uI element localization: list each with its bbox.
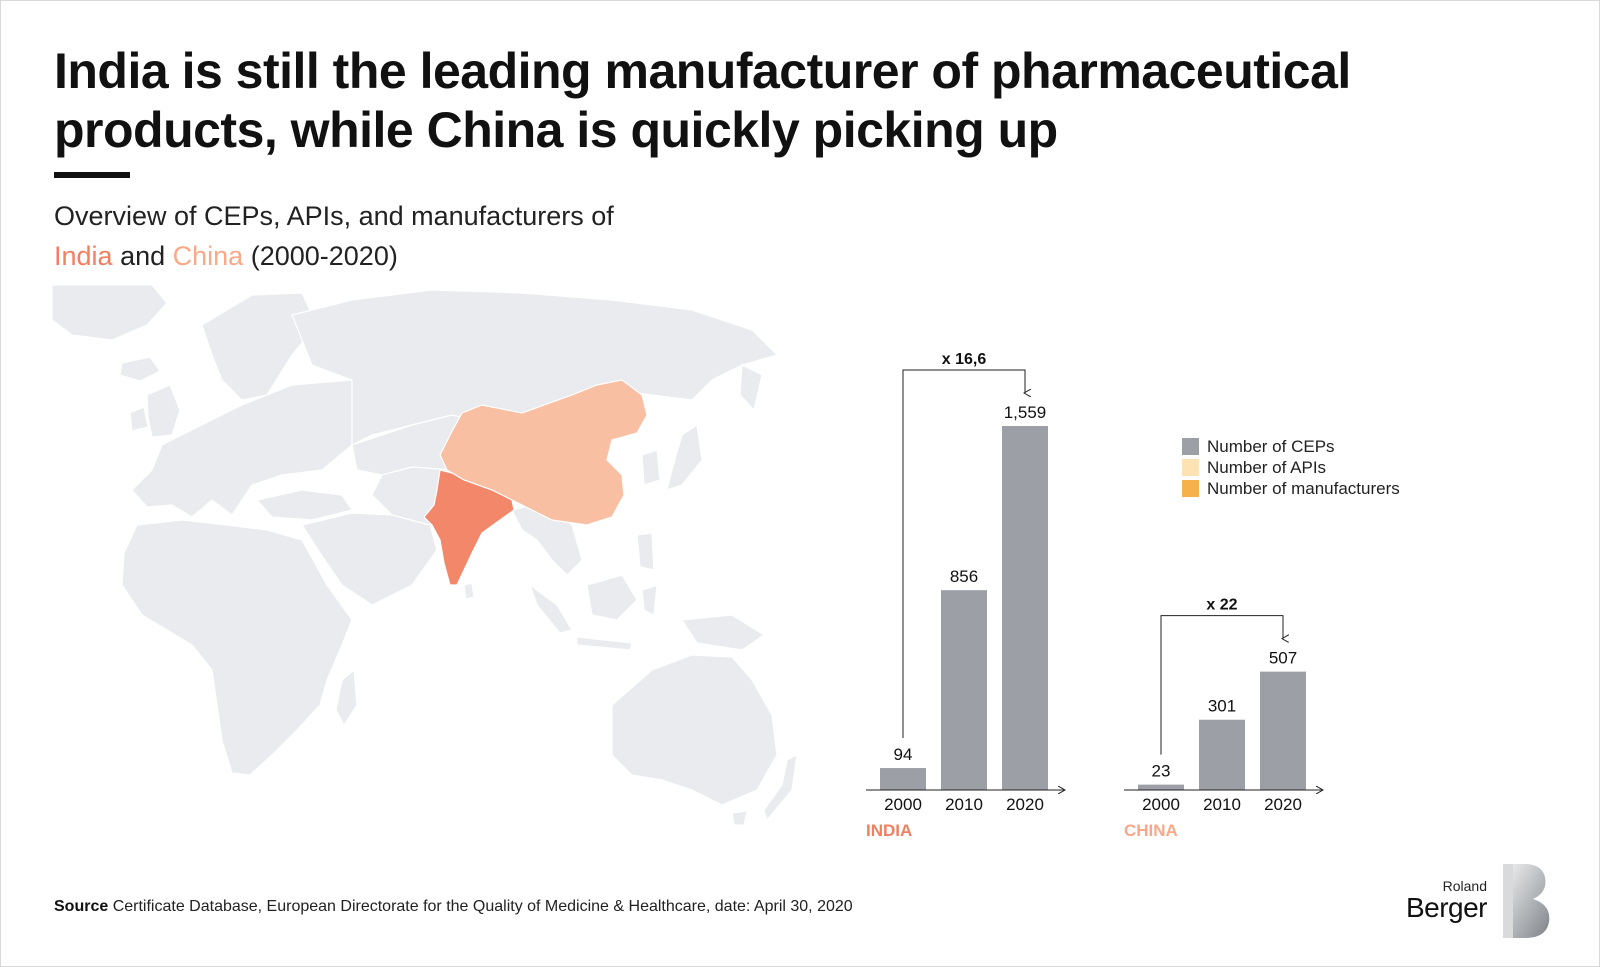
china-group-label: CHINA <box>1124 821 1178 840</box>
india-growth-label: x 16,6 <box>942 351 987 368</box>
map-land-new-guinea <box>680 614 766 651</box>
china-bar-2020 <box>1260 671 1306 790</box>
india-growth-bracket <box>902 369 1025 739</box>
source-text: Certificate Database, European Directora… <box>112 898 853 915</box>
roland-berger-logo: Roland Berger <box>1395 864 1555 946</box>
india-bar-2010 <box>941 590 987 790</box>
india-tick-label-2000: 2000 <box>884 795 922 814</box>
china-tick-label-2020: 2020 <box>1264 795 1302 814</box>
map-land-iceland <box>119 356 161 382</box>
china-tick-label-2010: 2010 <box>1203 795 1241 814</box>
legend-item-ceps: Number of CEPs <box>1182 436 1400 457</box>
map-land-kamchatka <box>739 364 763 412</box>
legend-item-apis: Number of APIs <box>1182 457 1400 478</box>
map-land-korea <box>641 449 661 486</box>
source-label: Source <box>54 898 109 915</box>
india-tick-label-2020: 2020 <box>1006 795 1044 814</box>
chart-legend: Number of CEPs Number of APIs Number of … <box>1182 436 1400 499</box>
logo-b-mark-icon <box>1503 864 1550 938</box>
map-land-scandinavia <box>201 292 318 401</box>
china-value-label-2000: 23 <box>1152 762 1171 781</box>
logo-text-berger: Berger <box>1405 892 1488 923</box>
logo-text-roland: Roland <box>1442 878 1487 894</box>
india-value-label-2010: 856 <box>950 567 978 586</box>
india-tick-label-2010: 2010 <box>945 795 983 814</box>
legend-swatch-manufacturers <box>1182 480 1199 497</box>
map-land-new-zealand <box>763 753 798 822</box>
world-map-svg <box>51 284 798 826</box>
legend-label-ceps: Number of CEPs <box>1207 436 1335 456</box>
india-group-label: INDIA <box>866 821 912 840</box>
map-land-japan <box>666 423 703 491</box>
title-line-1: India is still the leading manufacturer … <box>54 43 1351 99</box>
legend-label-manufacturers: Number of manufacturers <box>1207 478 1400 498</box>
map-land-russia <box>291 289 779 446</box>
map-land-europe <box>131 379 353 518</box>
legend-swatch-apis <box>1182 459 1199 476</box>
map-land-australia <box>611 654 778 806</box>
legend-item-manufacturers: Number of manufacturers <box>1182 478 1400 499</box>
legend-label-apis: Number of APIs <box>1207 457 1327 477</box>
map-land-java <box>576 636 633 651</box>
source-note: Source Certificate Database, European Di… <box>54 898 853 916</box>
india-bar-2000 <box>880 768 926 790</box>
title-line-2: products, while China is quickly picking… <box>54 102 1058 158</box>
map-land-sulawesi <box>641 584 658 616</box>
map-land-sumatra <box>528 583 573 634</box>
map-land-africa <box>121 519 353 776</box>
china-growth-label: x 22 <box>1206 597 1237 614</box>
subtitle-india: India <box>54 241 113 271</box>
map-land-borneo <box>586 574 638 621</box>
china-growth-bracket <box>1160 615 1283 755</box>
india-bar-2020 <box>1002 426 1048 790</box>
china-value-label-2010: 301 <box>1208 697 1236 716</box>
world-map <box>51 284 822 840</box>
subtitle-years: (2000-2020) <box>250 241 398 271</box>
page-title: India is still the leading manufacturer … <box>54 42 1454 160</box>
india-value-label-2020: 1,559 <box>1004 403 1047 422</box>
india-value-label-2000: 94 <box>894 745 913 764</box>
china-bar-2000 <box>1138 784 1184 790</box>
china-tick-label-2000: 2000 <box>1142 795 1180 814</box>
subtitle-line-2: India and China (2000-2020) <box>54 236 614 276</box>
subtitle-china: China <box>172 241 244 271</box>
map-land-madagascar <box>335 668 358 727</box>
map-sri-lanka <box>463 582 475 600</box>
map-india <box>423 469 515 586</box>
china-bar-2010 <box>1199 719 1245 790</box>
subtitle: Overview of CEPs, APIs, and manufacturer… <box>54 196 614 276</box>
map-land-ireland <box>129 406 149 432</box>
subtitle-line-1: Overview of CEPs, APIs, and manufacturer… <box>54 201 614 231</box>
title-underline <box>54 172 130 178</box>
china-value-label-2020: 507 <box>1269 649 1297 668</box>
subtitle-and: and <box>120 241 166 271</box>
map-land-turkey <box>255 489 353 521</box>
map-land-tasmania <box>731 810 748 826</box>
map-land-greenland <box>51 284 168 341</box>
map-land-philippines <box>636 532 655 571</box>
map-land-middle-east <box>301 512 438 606</box>
legend-swatch-ceps <box>1182 438 1199 455</box>
map-land-britain <box>146 384 181 438</box>
